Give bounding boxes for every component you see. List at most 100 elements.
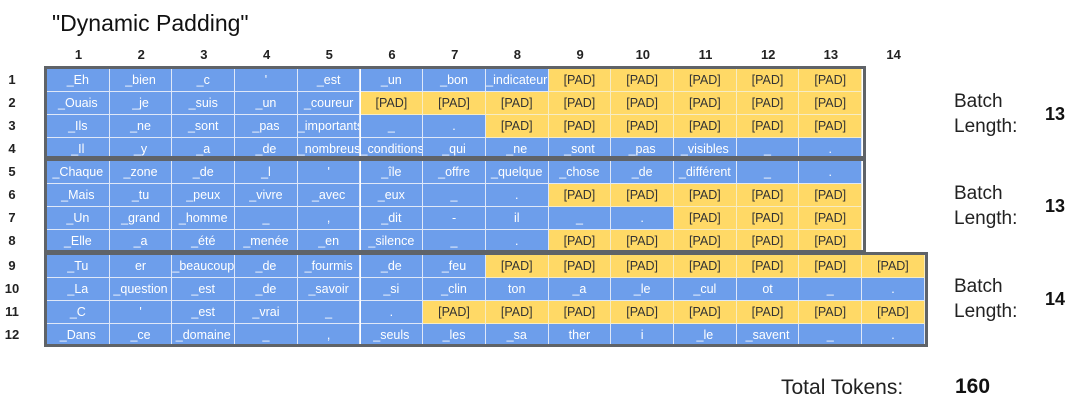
token-cell: _pas (235, 115, 298, 138)
pad-cell: [PAD] (674, 115, 737, 138)
batch-3-label-line2: Length: (954, 301, 1018, 322)
token-cell: _tu (109, 184, 173, 207)
column-number: 13 (823, 47, 839, 62)
pad-cell: [PAD] (485, 92, 549, 115)
token-cell: _sont (172, 115, 236, 138)
pad-cell: [PAD] (674, 255, 737, 278)
column-number: 14 (886, 47, 901, 62)
total-tokens-value: 160 (955, 375, 991, 398)
token-cell: _Ouais (47, 92, 110, 115)
token-cell: _fourmis (297, 255, 361, 278)
batch-2-length-value: 13 (1045, 196, 1066, 216)
token-cell: _de (235, 278, 298, 301)
token-cell: _conditions (360, 138, 424, 161)
batch-1-length-value: 13 (1045, 104, 1066, 124)
token-cell: _de (172, 161, 236, 184)
token-cell: _de (360, 255, 424, 278)
token-cell: _Il (47, 138, 110, 161)
pad-cell: [PAD] (736, 255, 800, 278)
column-number: 6 (388, 47, 396, 62)
column-number: 11 (698, 47, 713, 62)
token-cell: _homme (172, 207, 236, 230)
token-cell: ' (297, 161, 361, 184)
token-cell: _un (360, 69, 424, 92)
token-cell: _si (360, 278, 424, 301)
token-cell: - (423, 207, 486, 230)
token-cell: ' (235, 69, 298, 92)
token-cell: _beaucoup (172, 255, 236, 278)
batch-1-label-line1: Batch (954, 91, 1003, 112)
column-number: 3 (200, 47, 208, 62)
token-cell: ther (548, 324, 612, 347)
token-cell: . (611, 207, 674, 230)
pad-cell: [PAD] (548, 92, 612, 115)
token-cell: _quelque (485, 161, 549, 184)
token-cell: _savent (736, 324, 800, 347)
token-cell: _importants (297, 115, 361, 138)
token-cell: _dit (360, 207, 424, 230)
batch-3-length-value: 14 (1045, 289, 1066, 309)
pad-cell: [PAD] (611, 255, 674, 278)
pad-cell: [PAD] (611, 92, 674, 115)
token-cell: ton (485, 278, 549, 301)
pad-cell: [PAD] (423, 92, 486, 115)
token-cell: _coureur (297, 92, 361, 115)
pad-cell: [PAD] (799, 184, 863, 207)
token-cell: _nombreuses (297, 138, 361, 161)
token-cell: _Ils (47, 115, 110, 138)
row-number: 11 (5, 304, 19, 319)
row-number: 12 (4, 327, 20, 342)
column-number: 2 (137, 47, 145, 62)
token-cell: _vrai (235, 301, 298, 324)
pad-cell: [PAD] (736, 207, 800, 230)
pad-cell: [PAD] (548, 69, 612, 92)
pad-cell: [PAD] (736, 115, 800, 138)
token-cell: _vivre (235, 184, 298, 207)
token-cell: _clin (423, 278, 486, 301)
pad-cell: [PAD] (548, 301, 612, 324)
token-cell: _eux (360, 184, 424, 207)
batch-1-outline (44, 66, 866, 159)
pad-cell: [PAD] (674, 207, 737, 230)
token-cell: _est (297, 69, 361, 92)
row-number: 3 (8, 118, 16, 133)
pad-cell: [PAD] (423, 301, 486, 324)
token-cell: . (423, 115, 486, 138)
token-cell: _ (548, 207, 612, 230)
pad-cell: [PAD] (862, 255, 925, 278)
pad-cell: [PAD] (799, 230, 863, 253)
pad-cell: [PAD] (736, 92, 800, 115)
token-cell: _Un (47, 207, 110, 230)
pad-cell: [PAD] (485, 255, 549, 278)
pad-cell: [PAD] (485, 301, 549, 324)
token-cell: ' (109, 301, 173, 324)
token-cell: _de (611, 161, 674, 184)
batch-2-label-line1: Batch (954, 183, 1003, 204)
token-cell: _Chaque (47, 161, 110, 184)
pad-cell: [PAD] (674, 184, 737, 207)
token-cell: . (862, 278, 925, 301)
pad-cell: [PAD] (548, 230, 612, 253)
token-cell: _est (172, 301, 236, 324)
column-number: 12 (760, 47, 776, 62)
row-number: 6 (8, 187, 16, 202)
pad-cell: [PAD] (611, 301, 674, 324)
token-cell: _domaine (172, 324, 236, 347)
token-cell: _a (172, 138, 236, 161)
token-cell: _ (235, 207, 298, 230)
token-cell: _peux (172, 184, 236, 207)
token-cell: . (799, 161, 863, 184)
token-cell: _grand (109, 207, 173, 230)
token-cell: _Eh (47, 69, 110, 92)
token-cell: _savoir (297, 278, 361, 301)
token-cell: _Dans (47, 324, 110, 347)
token-cell: _avec (297, 184, 361, 207)
token-cell: _suis (172, 92, 236, 115)
row-number: 10 (4, 281, 20, 296)
token-cell: _cul (674, 278, 737, 301)
total-tokens-label: Total Tokens: (781, 376, 904, 399)
token-cell: _différent (674, 161, 737, 184)
token-cell: _ne (109, 115, 173, 138)
pad-cell: [PAD] (611, 69, 674, 92)
token-cell: _ (423, 184, 486, 207)
